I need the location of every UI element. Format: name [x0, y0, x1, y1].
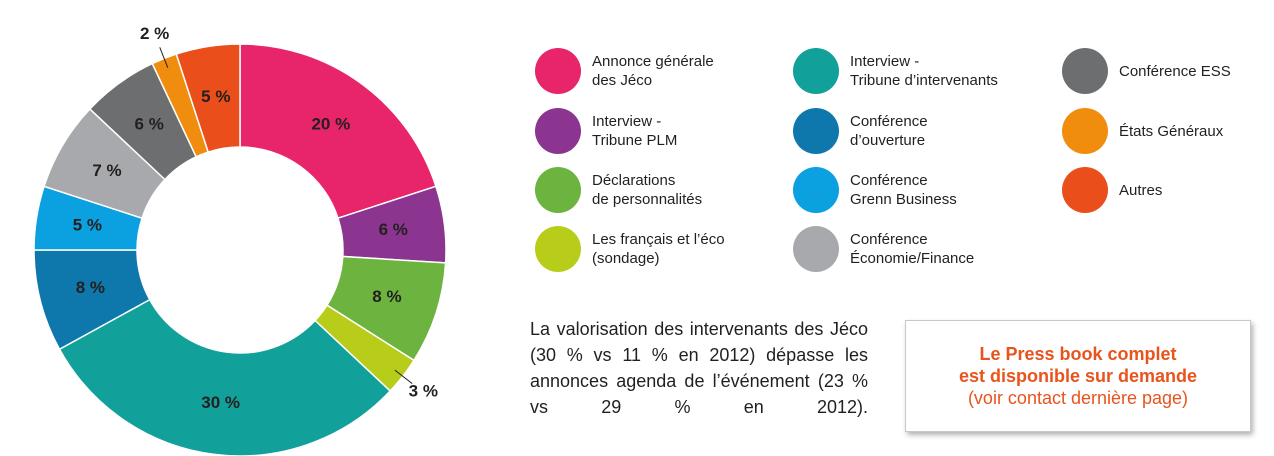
- legend-swatch: [1062, 108, 1108, 154]
- callout-line: est disponible sur demande: [958, 366, 1198, 386]
- legend-swatch: [1062, 167, 1108, 213]
- callout-line: Le Press book complet: [979, 344, 1177, 364]
- slice-label: 30 %: [201, 393, 240, 412]
- legend-label: Conférence d’ouverture: [850, 113, 928, 149]
- legend-swatch: [1062, 48, 1108, 94]
- legend-label: Déclarations de personnalités: [592, 172, 703, 208]
- legend-swatch: [793, 108, 839, 154]
- legend-label: Conférence Grenn Business: [850, 172, 957, 208]
- legend-label: Interview - Tribune d’intervenants: [850, 53, 998, 89]
- legend-item: Les français et l’éco (sondage): [535, 226, 725, 272]
- legend-item: Annonce générale des Jéco: [535, 48, 714, 94]
- slice-label: 5 %: [201, 87, 230, 106]
- legend-item: Conférence d’ouverture: [793, 108, 928, 154]
- note: La valorisation des intervenants des Jéc…: [530, 319, 868, 417]
- slice-label: 3 %: [409, 382, 438, 401]
- slice-label: 5 %: [73, 215, 102, 234]
- legend-swatch: [793, 167, 839, 213]
- legend-swatch: [793, 226, 839, 272]
- donut-slice: [58, 298, 392, 456]
- legend-item: Interview - Tribune PLM: [535, 108, 677, 154]
- legend-swatch: [535, 226, 581, 272]
- legend-label: Autres: [1119, 181, 1163, 199]
- legend-item: Déclarations de personnalités: [535, 167, 702, 213]
- legend-label: Conférence Économie/Finance: [850, 231, 975, 267]
- slice-label: 20 %: [311, 114, 350, 133]
- legend-item: Autres: [1062, 167, 1162, 213]
- legend-swatch: [535, 108, 581, 154]
- slice-label: 2 %: [140, 24, 169, 43]
- donut-slice: [175, 43, 241, 153]
- slice-label: 8 %: [372, 287, 401, 306]
- slice-label: 6 %: [135, 114, 164, 133]
- legend-item: Conférence Grenn Business: [793, 167, 957, 213]
- slice-label: 8 %: [76, 278, 105, 297]
- callout-line: (voir contact dernière page): [967, 388, 1189, 408]
- leader-line: [159, 47, 169, 68]
- callout-box: Le Press book complet est disponible sur…: [905, 320, 1251, 432]
- legend-item: Conférence ESS: [1062, 48, 1231, 94]
- legend-label: Les français et l’éco (sondage): [592, 231, 725, 267]
- legend-label: États Généraux: [1119, 122, 1224, 140]
- donut-slice: [239, 43, 437, 220]
- legend-item: Interview - Tribune d’intervenants: [793, 48, 998, 94]
- legend-label: Annonce générale des Jéco: [592, 53, 714, 89]
- legend-item: États Généraux: [1062, 108, 1223, 154]
- legend-label: Interview - Tribune PLM: [592, 113, 678, 149]
- legend-label: Conférence ESS: [1119, 62, 1231, 80]
- slice-label: 7 %: [92, 161, 121, 180]
- legend-item: Conférence Économie/Finance: [793, 226, 974, 272]
- legend-swatch: [535, 48, 581, 94]
- legend-swatch: [793, 48, 839, 94]
- slice-label: 6 %: [379, 220, 408, 239]
- legend-swatch: [535, 167, 581, 213]
- leader-line: [394, 369, 413, 385]
